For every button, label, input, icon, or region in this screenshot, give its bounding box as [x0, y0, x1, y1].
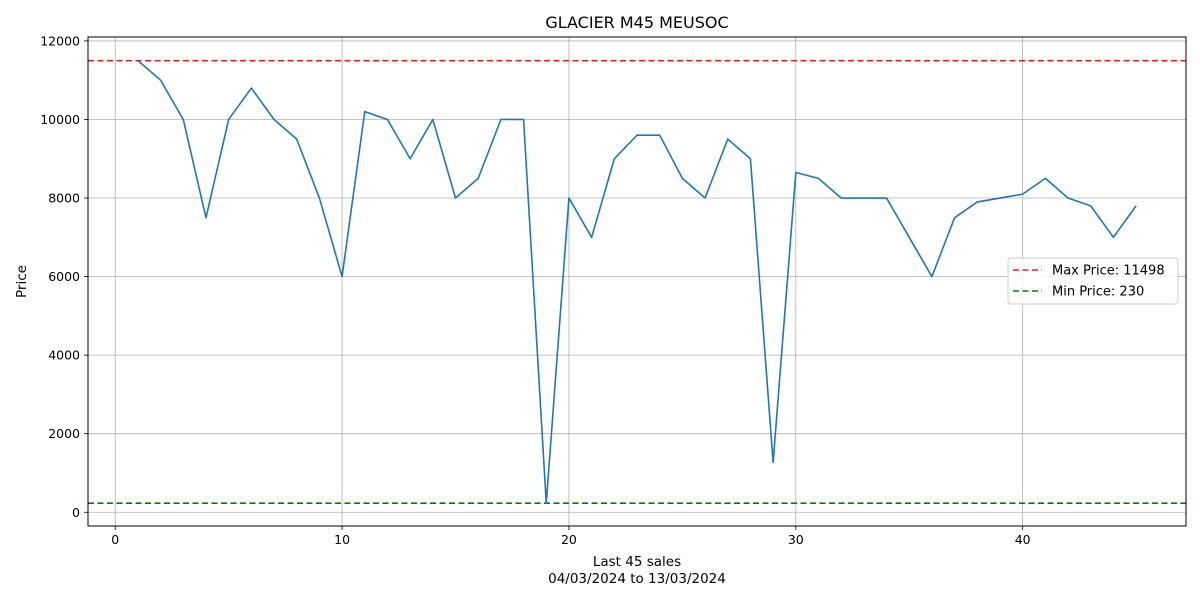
y-tick-label: 6000 — [48, 269, 80, 284]
y-tick-label: 4000 — [48, 348, 80, 363]
y-tick-label: 0 — [72, 505, 80, 520]
x-tick-label: 40 — [1015, 532, 1031, 547]
legend-label: Max Price: 11498 — [1052, 264, 1165, 279]
x-tick-label: 10 — [334, 532, 350, 547]
x-axis-label: Last 45 sales — [593, 554, 681, 570]
y-tick-label: 2000 — [48, 426, 80, 441]
x-tick-label: 20 — [561, 532, 577, 547]
x-tick-label: 0 — [111, 532, 119, 547]
y-tick-label: 12000 — [40, 33, 80, 48]
y-tick-label: 10000 — [40, 112, 80, 127]
legend-box — [1007, 257, 1179, 305]
axes: 0 10 20 30 40 0 2000 4000 6000 8000 10000 12000 — [40, 33, 1030, 547]
plot-frame — [87, 36, 1187, 527]
x-tick-label: 30 — [788, 532, 804, 547]
y-tick-label: 8000 — [48, 191, 80, 206]
price-series-line — [137, 60, 1137, 505]
reference-lines — [88, 59, 1186, 505]
legend-label: Min Price: 230 — [1052, 285, 1144, 300]
chart-title: GLACIER M45 MEUSOC — [545, 13, 728, 32]
x-axis-date-range: 04/03/2024 to 13/03/2024 — [548, 571, 726, 587]
series — [137, 60, 1137, 505]
y-axis-label: Price — [14, 265, 30, 298]
legend: Max Price: 11498 Min Price: 230 — [1007, 257, 1179, 305]
